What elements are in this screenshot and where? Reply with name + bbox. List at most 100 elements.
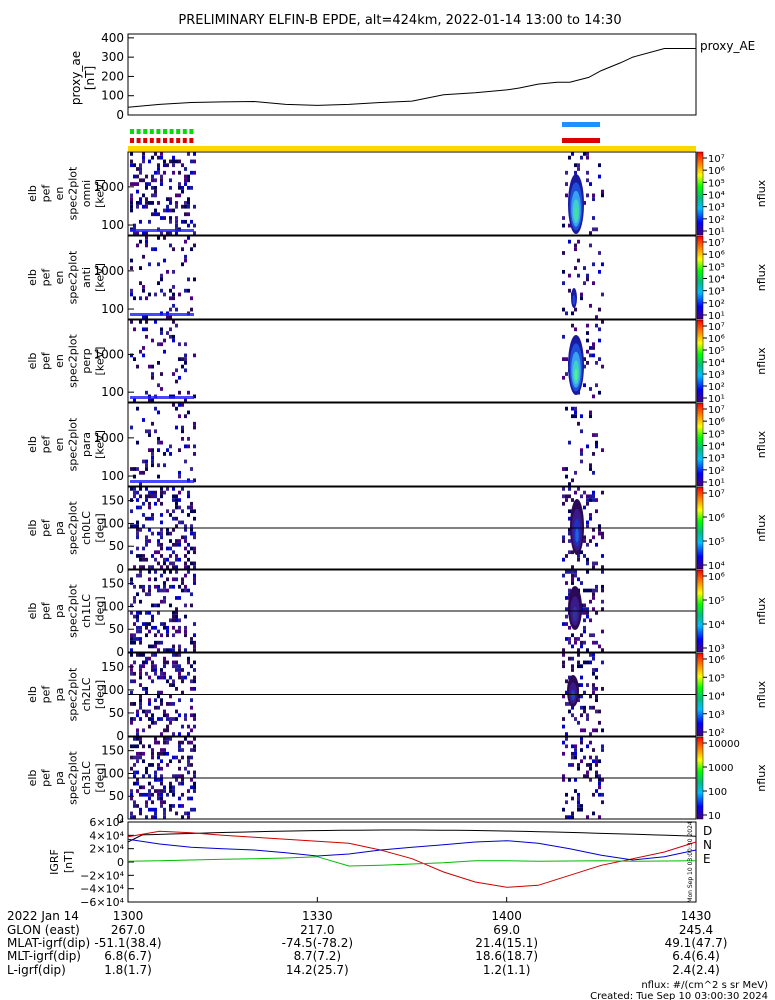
flux-pixel xyxy=(586,770,589,775)
flux-pixel xyxy=(163,740,166,745)
flux-pixel xyxy=(160,387,163,391)
flux-pixel xyxy=(580,728,583,733)
flux-pixel xyxy=(148,792,151,797)
flux-pixel xyxy=(181,262,184,267)
flux-pixel xyxy=(130,208,133,213)
flux-pixel xyxy=(184,219,187,224)
colorbar-tick-label: 10⁵ xyxy=(708,178,725,189)
flux-pixel xyxy=(139,281,142,286)
flux-pixel xyxy=(169,807,172,812)
flux-pixel xyxy=(160,633,163,638)
flux-pixel xyxy=(163,208,166,213)
flux-pixel xyxy=(133,763,136,767)
flux-pixel xyxy=(172,155,175,160)
flux-pixel xyxy=(193,353,196,358)
ephem-value-glon: 217.0 xyxy=(300,923,334,937)
flux-pixel xyxy=(565,702,568,706)
colorbar-tick-label: 10⁷ xyxy=(708,322,725,333)
flux-pixel xyxy=(151,815,154,819)
flux-pixel xyxy=(142,159,145,164)
igrf-ytick-label: −2×10⁴ xyxy=(80,869,124,882)
flux-pixel xyxy=(139,751,142,756)
flux-blob-layer xyxy=(572,295,576,305)
flux-pixel xyxy=(133,633,136,638)
flux-pixel xyxy=(166,331,169,335)
flux-pixel xyxy=(193,807,196,812)
colorbar-label: nflux xyxy=(755,514,768,542)
flux-pixel xyxy=(145,467,148,471)
flux-pixel xyxy=(190,713,193,718)
flux-pixel xyxy=(133,357,136,361)
flux-pixel xyxy=(574,751,577,756)
science-zone-marker-green xyxy=(163,129,167,134)
flux-pixel xyxy=(160,640,163,645)
flux-pixel xyxy=(574,778,577,782)
flux-pixel xyxy=(568,550,571,555)
flux-pixel xyxy=(151,751,154,756)
flux-pixel xyxy=(145,204,148,209)
flux-pixel xyxy=(580,429,583,434)
flux-pixel xyxy=(154,653,157,657)
flux-pixel xyxy=(142,501,145,506)
flux-pixel xyxy=(151,785,154,790)
flux-pixel xyxy=(193,516,196,521)
flux-pixel xyxy=(172,494,175,499)
flux-pixel xyxy=(157,694,160,699)
flux-pixel xyxy=(175,201,178,205)
panel-ylabel: ch0LC xyxy=(80,511,93,545)
ae-series-line xyxy=(127,48,696,108)
flux-pixel xyxy=(562,774,565,778)
flux-pixel xyxy=(133,774,136,778)
flux-pixel xyxy=(598,174,601,179)
flux-pixel xyxy=(160,182,163,186)
flux-pixel xyxy=(157,474,160,479)
flux-pixel xyxy=(595,763,598,767)
flux-pixel xyxy=(580,448,583,453)
flux-pixel xyxy=(148,219,151,224)
flux-pixel xyxy=(589,353,592,358)
ephem-value-mlt: 6.8(6.7) xyxy=(104,949,152,963)
flux-pixel xyxy=(175,778,178,782)
flux-pixel xyxy=(142,193,145,198)
flux-pixel xyxy=(172,679,175,684)
flux-pixel xyxy=(130,288,133,293)
flux-pixel xyxy=(175,709,178,714)
flux-pixel xyxy=(601,531,604,536)
flux-pixel xyxy=(589,516,592,521)
flux-pixel xyxy=(169,178,172,183)
flux-pixel xyxy=(181,804,184,808)
flux-pixel xyxy=(151,364,154,369)
flux-pixel xyxy=(184,178,187,183)
flux-pixel xyxy=(193,561,196,566)
flux-pixel xyxy=(151,448,154,453)
flux-pixel xyxy=(601,599,604,604)
flux-pixel xyxy=(130,633,133,638)
colorbar-tick-label: 100 xyxy=(708,787,727,798)
flux-pixel xyxy=(148,588,151,593)
flux-pixel xyxy=(154,811,157,816)
flux-pixel xyxy=(142,588,145,593)
colorbar-tick-label: 10² xyxy=(708,466,725,477)
flux-pixel xyxy=(187,152,190,156)
flux-pixel xyxy=(181,740,184,745)
flux-pixel xyxy=(601,607,604,611)
flux-pixel xyxy=(151,455,154,460)
flux-pixel xyxy=(169,720,172,725)
flux-pixel xyxy=(157,588,160,593)
flux-pixel xyxy=(157,629,160,634)
flux-pixel xyxy=(571,550,574,555)
flux-pixel xyxy=(184,717,187,721)
colorbar-tick-label: 10⁵ xyxy=(708,262,725,273)
flux-pixel xyxy=(181,668,184,672)
flux-pixel xyxy=(145,770,148,775)
flux-pixel xyxy=(151,664,154,669)
flux-pixel xyxy=(151,603,154,608)
flux-pixel xyxy=(163,728,166,733)
ephem-value-mlat: 21.4(15.1) xyxy=(475,936,538,950)
flux-pixel xyxy=(148,724,151,729)
flux-pixel xyxy=(571,644,574,649)
ephem-value-mlat: -51.1(38.4) xyxy=(94,936,161,950)
flux-pixel xyxy=(136,573,139,578)
flux-pixel xyxy=(184,357,187,361)
flux-pixel xyxy=(184,212,187,217)
